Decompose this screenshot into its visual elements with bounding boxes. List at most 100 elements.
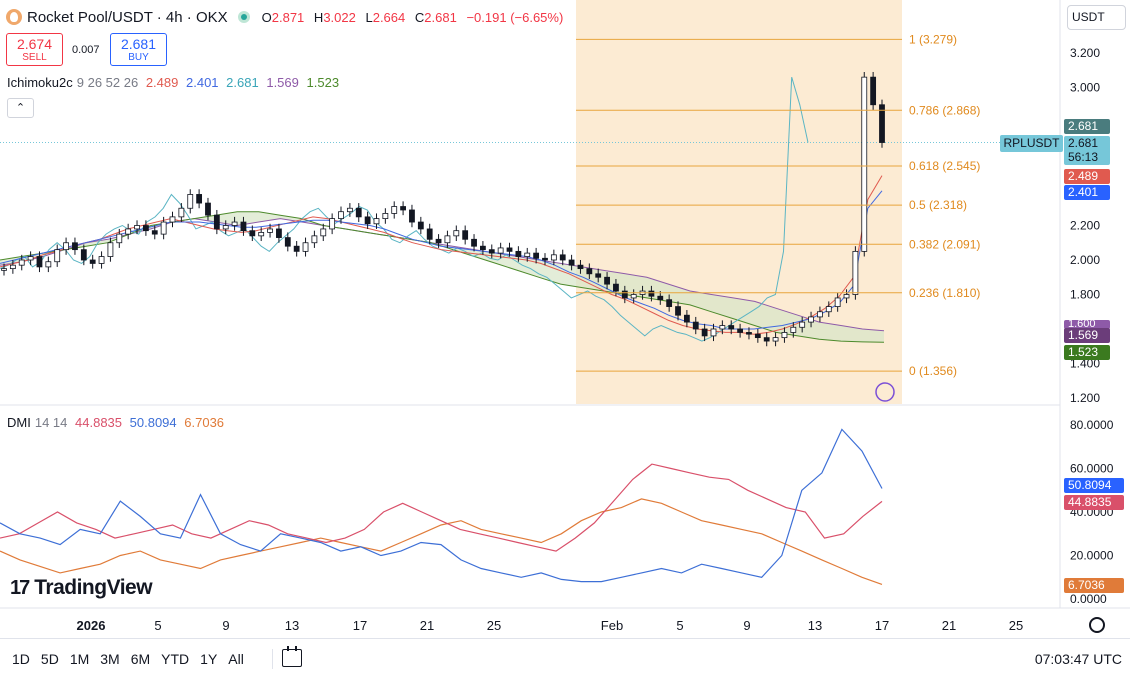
kijun-price-tag: 2.401 — [1064, 185, 1110, 200]
candle-up — [116, 233, 123, 244]
low-label: L — [365, 9, 373, 25]
candle-down — [737, 328, 744, 333]
fib-level-label: 0.786 (2.868) — [909, 103, 980, 117]
candle-up — [134, 225, 140, 230]
time-tick-label: 13 — [285, 618, 299, 633]
candle-down — [692, 321, 699, 330]
candle-down — [471, 238, 477, 247]
time-tick-label: 17 — [353, 618, 367, 633]
candle-down — [763, 337, 770, 342]
candles — [1, 71, 885, 347]
candle-up — [311, 235, 318, 244]
symbol-price-tag: RPLUSDT — [1000, 135, 1063, 152]
candle-up — [107, 242, 114, 257]
candle-down — [728, 325, 735, 330]
candle-down — [870, 76, 877, 106]
candle-up — [852, 250, 859, 295]
price-axis[interactable]: 3.200 3.000 2.200 2.000 1.800 1.400 1.200 — [1070, 46, 1100, 405]
candle-down — [648, 290, 655, 297]
candle-down — [506, 247, 513, 252]
ichimoku-span-a-value: 1.569 — [266, 75, 299, 90]
open-label: O — [261, 9, 272, 25]
dmi-legend[interactable]: DMI 14 14 44.8835 50.8094 6.7036 — [7, 415, 228, 430]
candle-up — [302, 242, 309, 252]
range-button-3m[interactable]: 3M — [100, 651, 120, 667]
range-button-1m[interactable]: 1M — [69, 651, 90, 667]
range-button-1d[interactable]: 1D — [12, 651, 30, 667]
candle-up — [799, 321, 806, 328]
candle-up — [187, 194, 194, 209]
ichimoku-kijun-value: 2.401 — [186, 75, 219, 90]
price-tick-label: 1.400 — [1070, 357, 1100, 371]
chart-header: Rocket Pool/USDT · 4h · OKX O2.871 H3.02… — [6, 7, 569, 27]
tradingview-logo[interactable]: 17 TradingView — [10, 576, 153, 600]
spread-value: 0.007 — [72, 44, 100, 56]
candle-down — [293, 245, 300, 252]
alert-lightning-icon — [875, 382, 895, 402]
candle-down — [657, 295, 664, 301]
current-price-value: 2.681 — [1068, 136, 1099, 150]
range-buttons: 1D 5D 1M 3M 6M YTD 1Y All — [12, 651, 255, 667]
candle-up — [524, 252, 531, 257]
time-tick-label: 21 — [942, 618, 956, 633]
candle-down — [462, 230, 469, 240]
tradingview-wordmark: TradingView — [34, 576, 153, 599]
candle-up — [45, 261, 52, 268]
candle-up — [160, 221, 167, 235]
high-value: 3.022 — [323, 9, 356, 25]
market-status-icon[interactable] — [237, 11, 250, 23]
candle-up — [790, 326, 797, 333]
dmi-tick-label: 60.0000 — [1070, 462, 1114, 476]
candle-down — [276, 228, 282, 238]
dmi-plus-value: 50.8094 — [129, 415, 177, 430]
candle-down — [621, 290, 628, 299]
range-button-all[interactable]: All — [228, 651, 244, 667]
range-button-5d[interactable]: 5D — [40, 651, 59, 667]
candle-up — [843, 294, 850, 299]
di-plus-tag: 50.8094 — [1064, 478, 1124, 493]
currency-select[interactable]: USDT — [1067, 5, 1126, 30]
close-value: 2.681 — [424, 9, 457, 25]
date-range-calendar-icon[interactable] — [282, 646, 302, 667]
candle-down — [879, 104, 885, 143]
candle-down — [568, 259, 575, 266]
candle-up — [861, 76, 868, 252]
candle-up — [497, 247, 504, 254]
fib-level-label: 0 (1.356) — [909, 364, 957, 378]
fib-level-label: 1 (3.279) — [909, 32, 957, 46]
sell-button[interactable]: 2.674 SELL — [6, 33, 63, 66]
range-button-6m[interactable]: 6M — [130, 651, 151, 667]
price-tick-label: 3.200 — [1070, 46, 1100, 60]
candle-up — [710, 328, 717, 337]
fib-zone-rect — [576, 0, 902, 404]
symbol-title[interactable]: Rocket Pool/USDT · 4h · OKX — [27, 8, 228, 26]
candle-down — [213, 214, 220, 230]
ichimoku-legend[interactable]: Ichimoku2c 9 26 52 26 2.489 2.401 2.681 1… — [7, 75, 343, 90]
range-button-ytd[interactable]: YTD — [161, 651, 190, 667]
buy-button[interactable]: 2.681 BUY — [110, 33, 167, 66]
candle-up — [719, 325, 726, 330]
utc-clock[interactable]: 07:03:47 UTC — [1034, 651, 1122, 667]
candle-down — [196, 194, 203, 204]
candle-up — [222, 225, 229, 230]
range-button-1y[interactable]: 1Y — [200, 651, 218, 667]
candle-up — [27, 256, 34, 261]
open-value: 2.871 — [271, 9, 305, 25]
settings-gear-icon[interactable] — [1089, 617, 1105, 633]
candle-up — [320, 228, 327, 237]
sell-price: 2.674 — [16, 36, 53, 52]
price-tick-label: 2.200 — [1070, 219, 1100, 233]
collapse-indicators-button[interactable]: ⌃ — [7, 98, 34, 118]
time-axis[interactable]: 2026 5 9 13 17 21 25 Feb 5 9 13 17 21 25 — [77, 618, 1024, 633]
dmi-tick-label: 0.0000 — [1070, 592, 1107, 606]
candle-up — [63, 242, 69, 251]
candle-down — [675, 306, 681, 316]
candle-down — [80, 249, 87, 261]
span-b-price-tag: 1.523 — [1064, 345, 1110, 360]
candle-up — [9, 264, 16, 270]
candle-up — [453, 230, 460, 237]
high-label: H — [313, 9, 324, 25]
time-tick-label: 21 — [420, 618, 434, 633]
